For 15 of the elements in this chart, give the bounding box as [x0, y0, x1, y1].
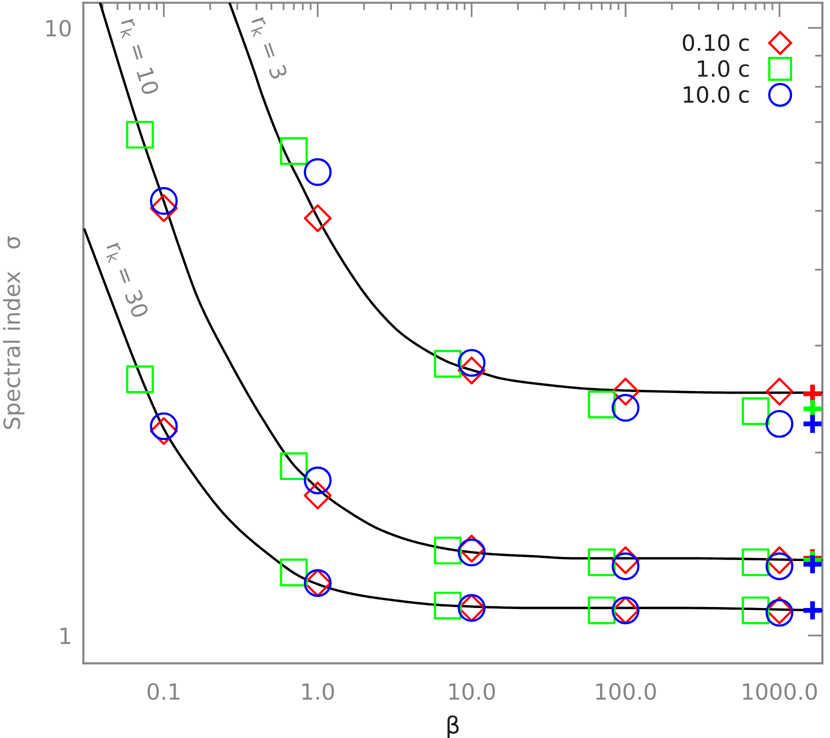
text: r$_{k}$ = 3: [248, 16, 288, 81]
x-axis-title: β: [448, 715, 459, 738]
x-tick-label: 10.0: [449, 683, 495, 700]
y-tick-label: 10: [46, 20, 71, 37]
x-tick-label: 100.0: [596, 683, 656, 700]
legend-label: 1.0 c: [698, 60, 749, 77]
x-tick-label: 0.1: [148, 683, 180, 700]
y-tick-label: 1: [60, 628, 70, 644]
x-tick-label: 1000.0: [743, 683, 817, 700]
text: r$_{k}$ = 30: [103, 241, 150, 320]
legend-label: 10.0 c: [684, 86, 749, 103]
x-tick-label: 1.0: [302, 683, 334, 700]
legend-label: 0.10 c: [682, 34, 749, 52]
y-axis-title: Spectral index σ: [2, 236, 24, 429]
text: r$_{k}$ = 10: [118, 18, 160, 97]
